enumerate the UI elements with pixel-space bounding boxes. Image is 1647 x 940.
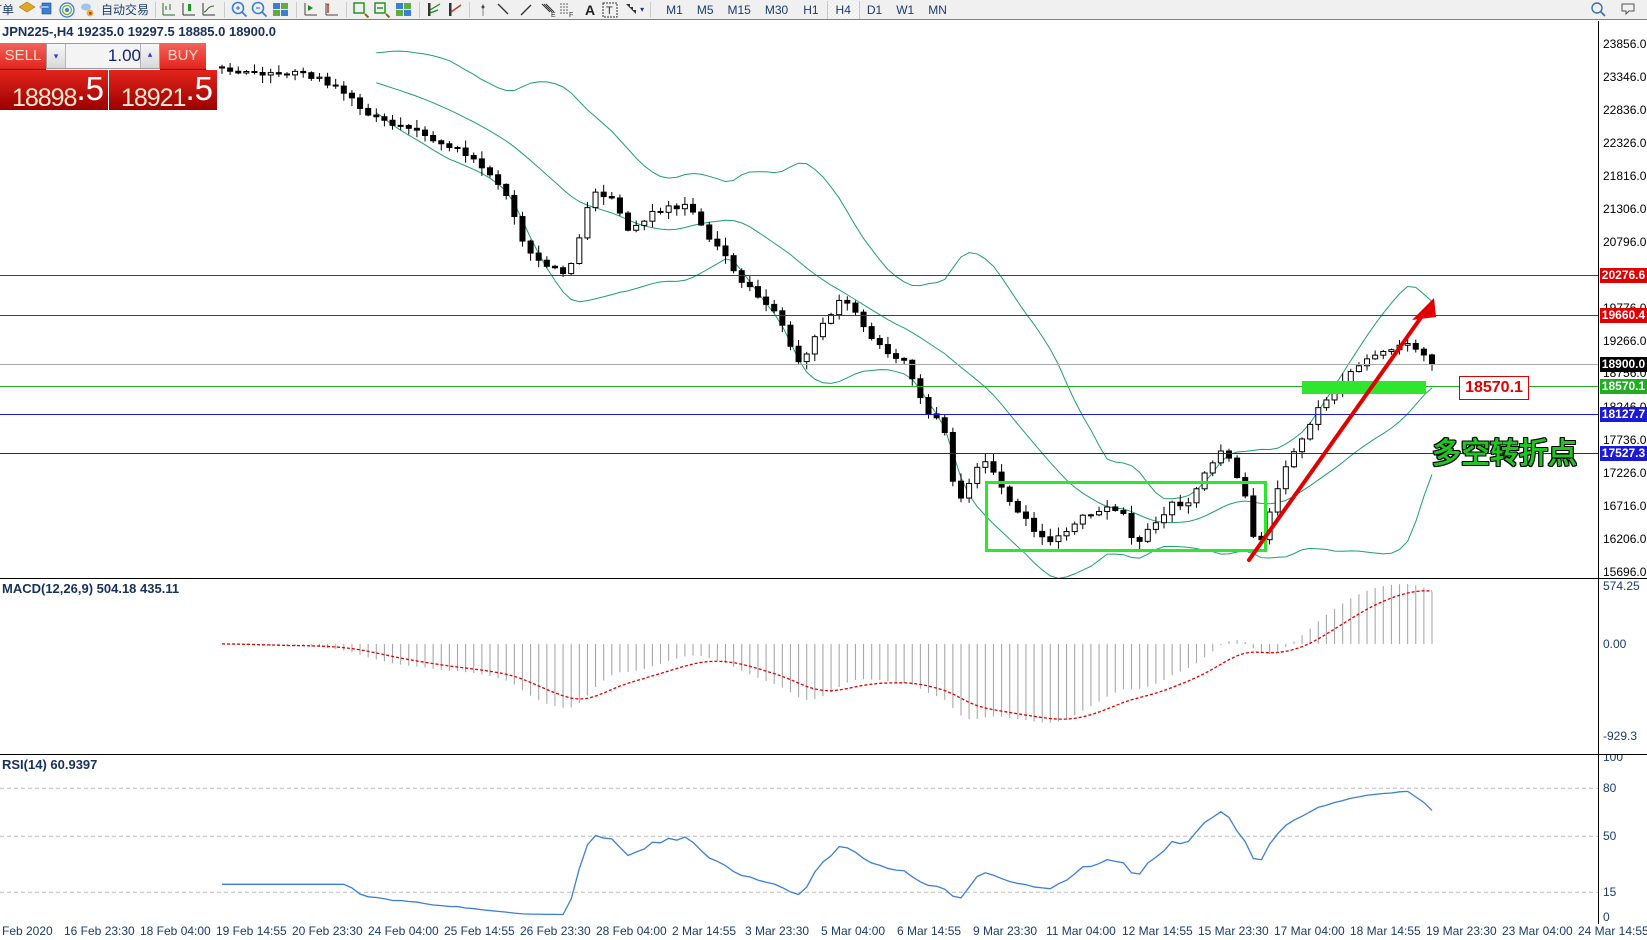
svg-text:E: E xyxy=(551,12,556,18)
svg-text:T: T xyxy=(606,5,613,17)
svg-text:F: F xyxy=(569,12,573,18)
